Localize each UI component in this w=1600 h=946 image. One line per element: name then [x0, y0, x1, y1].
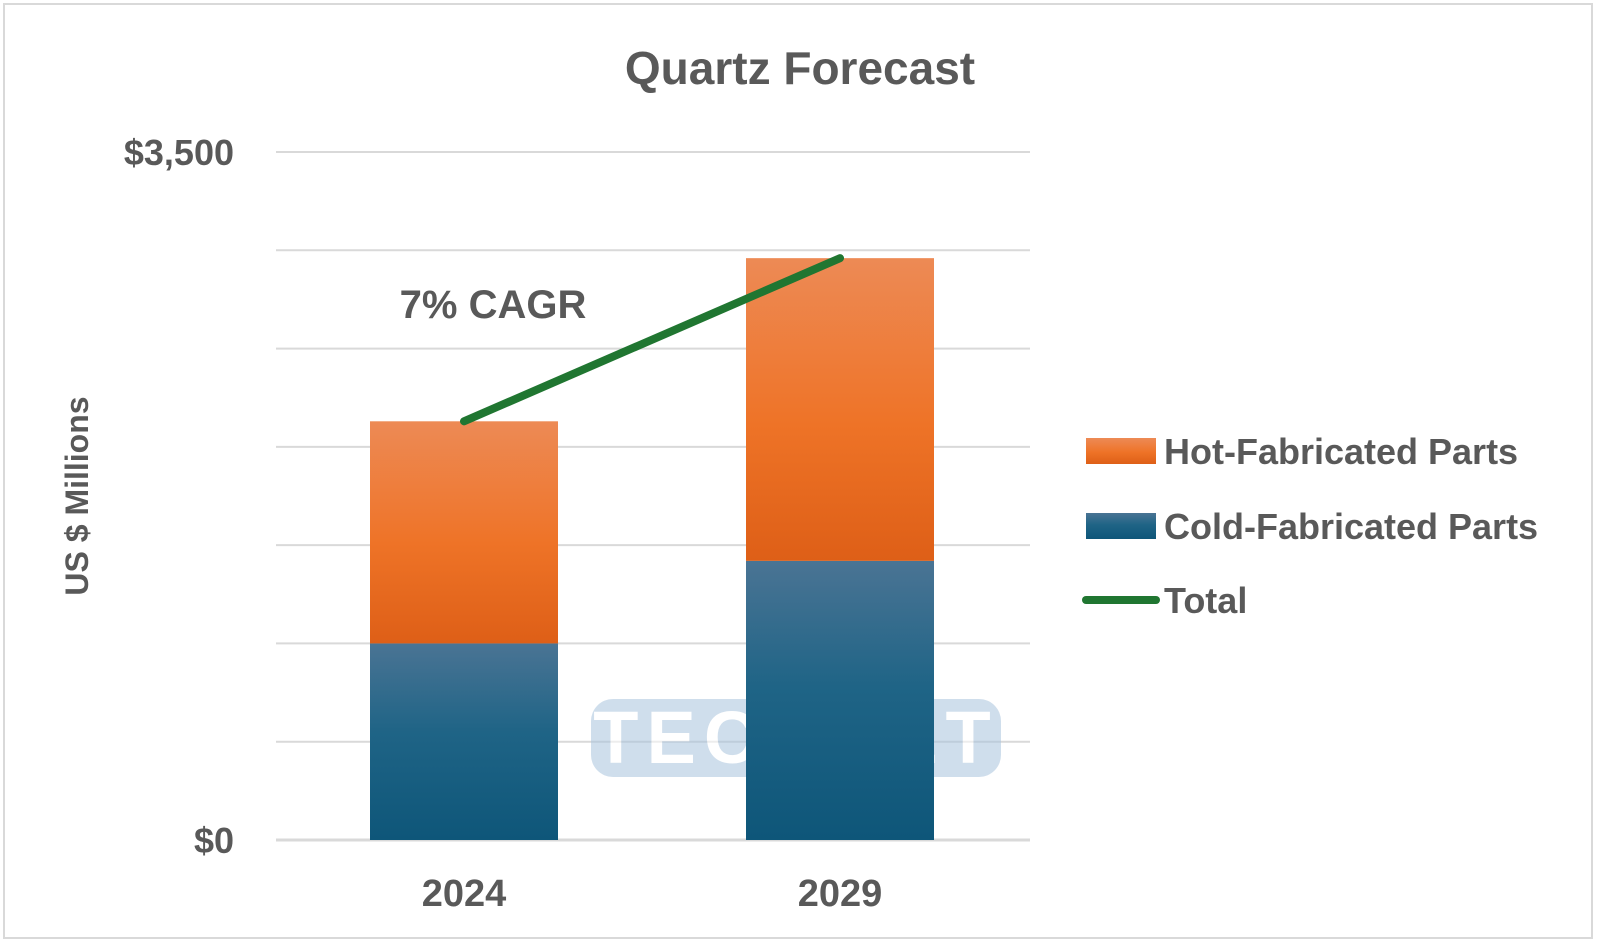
cagr-annotation: 7% CAGR [400, 283, 587, 327]
bar-series [370, 258, 934, 840]
y-tick-label-max: $3,500 [124, 132, 234, 173]
x-tick-label-2029: 2029 [798, 873, 883, 915]
total-line [460, 254, 844, 426]
legend: Hot-Fabricated Parts Cold-Fabricated Par… [1082, 431, 1538, 621]
legend-swatch-hot [1086, 438, 1156, 464]
legend-label-total: Total [1164, 580, 1247, 621]
bar-hot-2029 [746, 258, 934, 561]
bar-cold-2024 [370, 643, 558, 840]
legend-swatch-cold [1086, 513, 1156, 539]
legend-label-cold: Cold-Fabricated Parts [1164, 506, 1538, 547]
chart-frame [3, 3, 1593, 939]
bar-hot-2024 [370, 421, 558, 644]
y-axis-title: US $ Millions [59, 396, 95, 595]
chart-title: Quartz Forecast [625, 42, 975, 94]
y-tick-label-zero: $0 [194, 820, 234, 861]
x-tick-labels: 2024 2029 [422, 873, 883, 915]
x-tick-label-2024: 2024 [422, 873, 507, 915]
bar-cold-2029 [746, 560, 934, 840]
legend-label-hot: Hot-Fabricated Parts [1164, 431, 1518, 472]
